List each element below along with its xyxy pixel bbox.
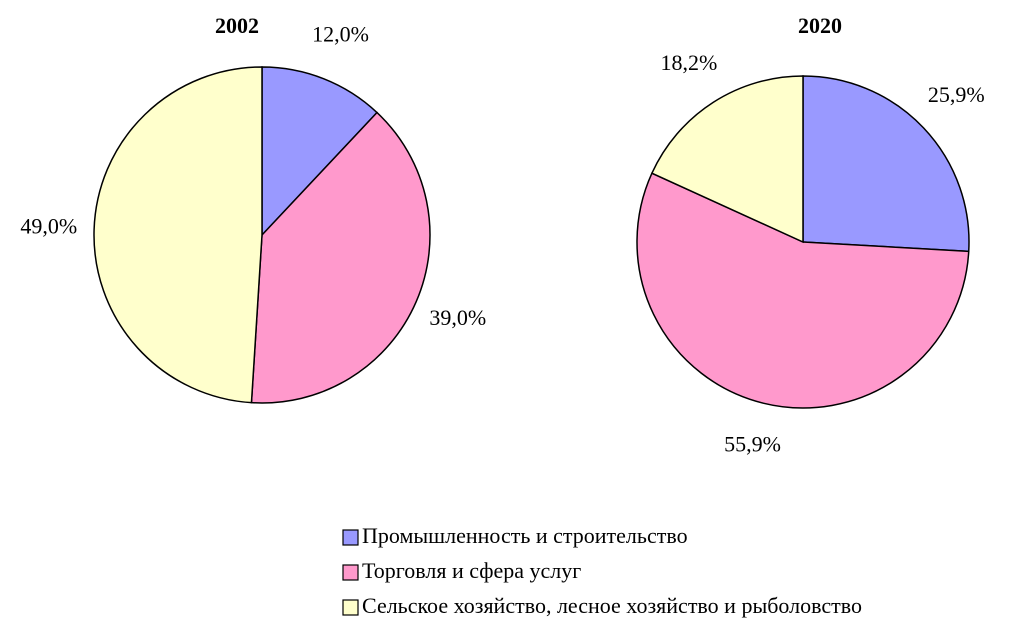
data-label: 39,0% — [429, 305, 486, 330]
pie-slice — [802, 75, 970, 253]
legend-label: Торговля и сфера услуг — [362, 558, 581, 583]
pie-slice — [636, 172, 970, 409]
data-label: 25,9% — [928, 82, 985, 107]
legend-swatch — [342, 599, 359, 616]
data-label: 18,2% — [661, 50, 718, 75]
pie-slice — [261, 66, 379, 237]
legend-label: Сельское хозяйство, лесное хозяйство и р… — [362, 593, 862, 618]
pie-slice — [93, 66, 263, 404]
legend-swatch — [342, 564, 359, 581]
pie-slice — [650, 75, 804, 244]
legend-label: Промышленность и строительство — [362, 523, 688, 548]
legend-swatch — [342, 529, 359, 546]
chart-title: 2002 — [215, 13, 259, 38]
pie-slice — [250, 111, 431, 404]
data-label: 55,9% — [724, 432, 781, 457]
chart-title: 2020 — [798, 13, 842, 38]
data-label: 49,0% — [20, 213, 77, 238]
data-label: 12,0% — [312, 22, 369, 47]
